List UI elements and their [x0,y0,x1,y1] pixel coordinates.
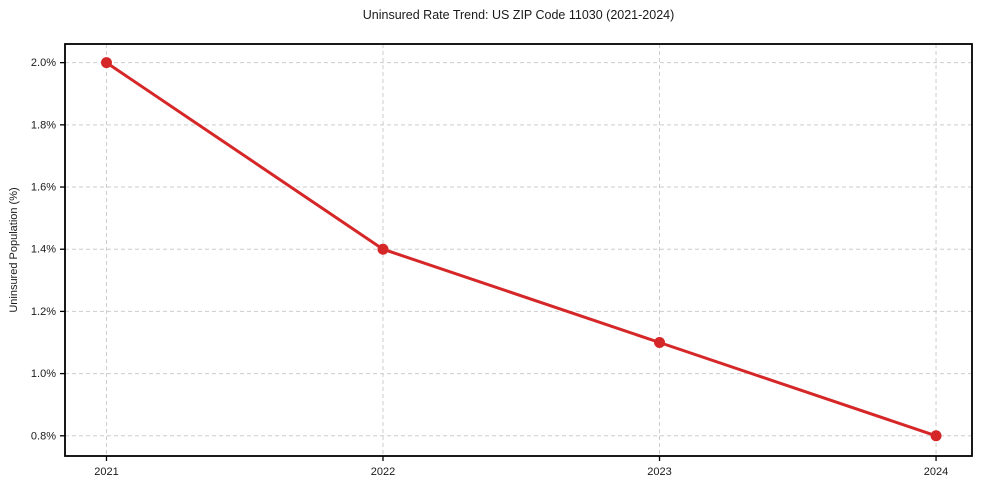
y-tick-label: 1.8% [31,119,56,131]
x-tick-label: 2024 [924,466,948,478]
data-point-marker [654,337,666,349]
y-tick-label: 1.0% [31,368,56,380]
x-tick-label: 2022 [371,466,395,478]
y-tick-label: 1.2% [31,306,56,318]
data-point-marker [100,57,112,69]
x-tick-label: 2021 [94,466,118,478]
trend-line [104,61,938,438]
y-tick-label: 1.4% [31,244,56,256]
plot-border [64,43,973,457]
chart-title: Uninsured Rate Trend: US ZIP Code 11030 … [362,8,675,22]
data-point-marker [930,430,942,442]
y-tick-label: 1.6% [31,182,56,194]
data-point-marker [377,243,389,255]
x-tick-label: 2023 [647,466,671,478]
y-tick-label: 2.0% [31,57,56,69]
y-tick-label: 0.8% [31,430,56,442]
